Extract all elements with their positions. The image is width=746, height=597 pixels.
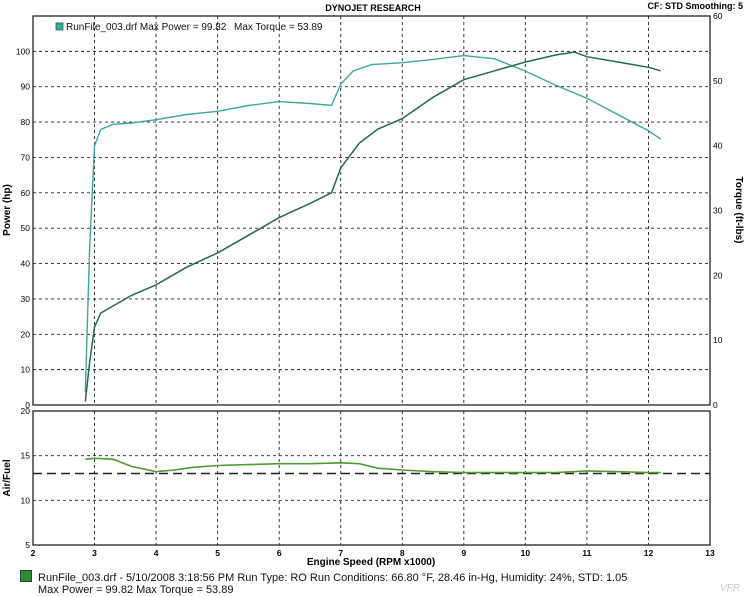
run-info-footer: RunFile_003.drf - 5/10/2008 3:18:56 PM R… <box>20 570 740 596</box>
power-axis-label: Power (hp) <box>2 184 13 236</box>
legend-run-label: RunFile_003.drf Max Power = 99.82 <box>66 22 227 33</box>
x-tick-label: 3 <box>92 548 97 558</box>
watermark-logo: VFR <box>720 583 740 594</box>
afr-plot-grid: 5 10 15 20 <box>21 406 710 550</box>
x-tick-label: 6 <box>277 548 282 558</box>
run-info-line: RunFile_003.drf - 5/10/2008 3:18:56 PM R… <box>38 572 628 584</box>
power-tick-label: 30 <box>21 294 31 304</box>
run-max-values: Max Power = 99.82 Max Torque = 53.89 <box>38 584 234 596</box>
afr-tick-label: 20 <box>21 406 31 416</box>
chart-title: DYNOJET RESEARCH <box>325 3 421 13</box>
power-tick-label: 100 <box>16 46 30 56</box>
afr-line <box>85 457 661 474</box>
power-tick-label: 90 <box>21 82 31 92</box>
torque-tick-label: 0 <box>713 400 718 410</box>
power-tick-label: 10 <box>21 365 31 375</box>
torque-tick-label: 10 <box>713 335 723 345</box>
power-tick-label: 20 <box>21 329 31 339</box>
x-tick-label: 5 <box>215 548 220 558</box>
x-tick-label: 2 <box>31 548 36 558</box>
afr-axis-label: Air/Fuel <box>2 459 13 496</box>
power-tick-label: 50 <box>21 223 31 233</box>
power-torque-series <box>84 51 662 402</box>
run-color-swatch <box>20 570 32 582</box>
afr-plot-frame <box>32 410 711 546</box>
torque-tick-label: 40 <box>713 141 723 151</box>
x-tick-label: 9 <box>461 548 466 558</box>
x-axis-label: Engine Speed (RPM x1000) <box>307 557 435 568</box>
x-tick-label: 7 <box>338 548 343 558</box>
legend-swatch <box>55 22 64 31</box>
torque-tick-label: 60 <box>713 11 723 21</box>
x-tick-label: 11 <box>582 548 591 558</box>
chart-settings: CF: STD Smoothing: 5 <box>648 1 744 11</box>
x-tick-label: 4 <box>154 548 159 558</box>
power-tick-label: 60 <box>21 188 31 198</box>
x-tick-label: 13 <box>705 548 715 558</box>
torque-tick-label: 50 <box>713 76 723 86</box>
power-tick-label: 80 <box>21 117 31 127</box>
power-plot-frame <box>32 15 711 406</box>
afr-tick-label: 10 <box>21 495 31 505</box>
power-tick-label: 70 <box>21 152 31 162</box>
power-plot-grid: 0 10 20 30 40 50 60 70 80 90 100 0 10 20 30 40 50 60 <box>16 11 723 410</box>
torque-line <box>84 54 662 393</box>
x-tick-label: 12 <box>644 548 654 558</box>
power-line <box>84 51 662 402</box>
x-tick-label: 8 <box>400 548 405 558</box>
afr-series <box>33 457 710 475</box>
afr-tick-label: 5 <box>25 540 30 550</box>
power-tick-label: 0 <box>25 400 30 410</box>
torque-axis-label: Torque (ft-lbs) <box>733 176 744 243</box>
torque-tick-label: 20 <box>713 270 723 280</box>
x-tick-label: 10 <box>521 548 531 558</box>
x-axis-ticks: 2 3 4 5 6 7 8 9 10 11 12 13 <box>31 548 715 558</box>
torque-tick-label: 30 <box>713 206 723 216</box>
afr-tick-label: 15 <box>21 451 31 461</box>
legend-torque-label: Max Torque = 53.89 <box>234 22 323 33</box>
power-tick-label: 40 <box>21 259 31 269</box>
